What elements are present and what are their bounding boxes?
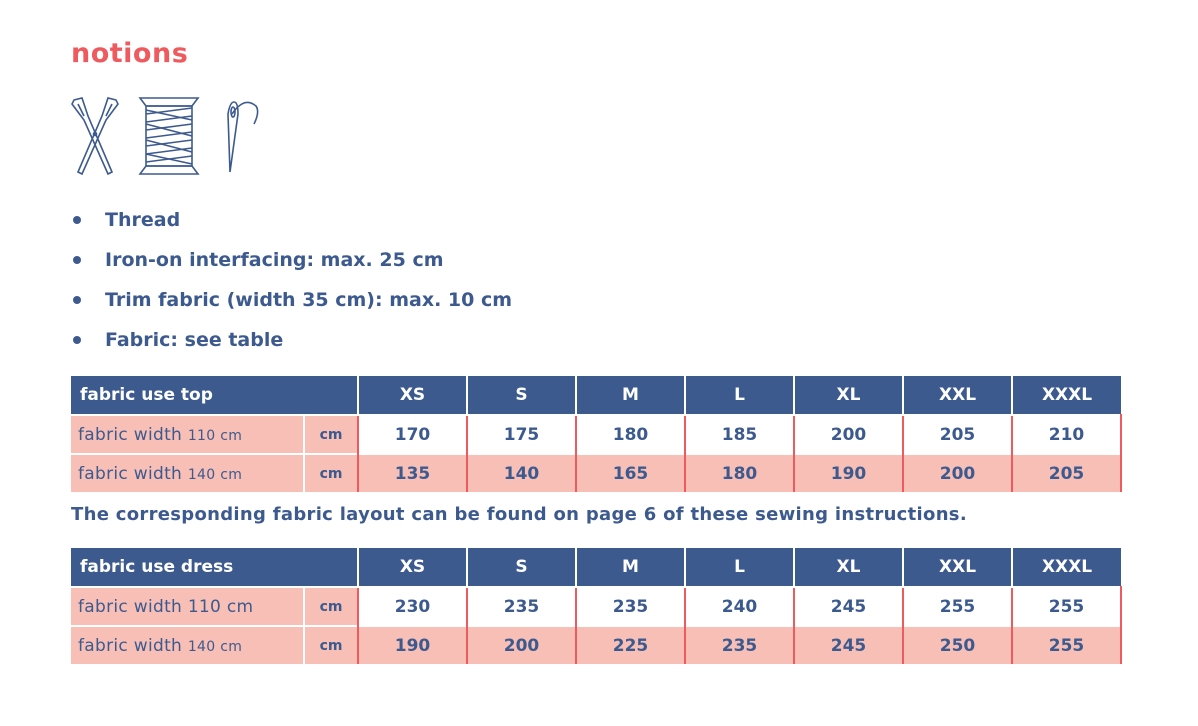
unit-cell: cm xyxy=(304,414,360,454)
size-header: S xyxy=(466,376,577,415)
value-cell: 230 xyxy=(358,586,469,626)
value-cell: 180 xyxy=(576,414,687,454)
table-title: fabric use top xyxy=(71,376,359,415)
value-cell: 255 xyxy=(1012,625,1123,664)
bullet-dot xyxy=(73,256,81,264)
table-header-row: fabric use dress XS S M L XL XXL XXXL xyxy=(71,548,1122,587)
list-item: Thread xyxy=(70,200,512,240)
value-cell: 255 xyxy=(903,586,1014,626)
value-cell: 245 xyxy=(794,586,905,626)
notions-icons xyxy=(71,97,259,176)
value-cell: 170 xyxy=(358,414,469,454)
fabric-use-dress-table: fabric use dress XS S M L XL XXL XXXL fa… xyxy=(71,548,1123,664)
thread-spool-icon xyxy=(138,97,200,175)
section-title: notions xyxy=(71,38,189,69)
size-header: L xyxy=(684,548,795,587)
value-cell: 190 xyxy=(358,625,469,664)
value-cell: 235 xyxy=(685,625,796,664)
size-header: XXXL xyxy=(1011,376,1122,415)
list-item: Trim fabric (width 35 cm): max. 10 cm xyxy=(70,280,512,320)
size-header: S xyxy=(466,548,577,587)
table-row: fabric width 140 cm cm 135 140 165 180 1… xyxy=(71,453,1123,492)
fabric-use-top-table: fabric use top XS S M L XL XXL XXXL fabr… xyxy=(71,376,1123,492)
list-item-text: Fabric: see table xyxy=(105,329,284,351)
size-header: XL xyxy=(793,376,904,415)
unit-cell: cm xyxy=(304,453,360,492)
list-item-text: Thread xyxy=(105,209,181,231)
value-cell: 225 xyxy=(576,625,687,664)
bullet-dot xyxy=(73,336,81,344)
table-row: fabric width 110 cm cm 230 235 235 240 2… xyxy=(71,586,1123,626)
scissors-icon xyxy=(71,97,119,176)
value-cell: 235 xyxy=(576,586,687,626)
bullet-dot xyxy=(73,216,81,224)
value-cell: 180 xyxy=(685,453,796,492)
fabric-layout-note: The corresponding fabric layout can be f… xyxy=(71,504,967,525)
size-header: XXXL xyxy=(1011,548,1122,587)
size-header: L xyxy=(684,376,795,415)
list-item-text: Trim fabric (width 35 cm): max. 10 cm xyxy=(105,289,513,311)
value-cell: 210 xyxy=(1012,414,1123,454)
value-cell: 190 xyxy=(794,453,905,492)
value-cell: 175 xyxy=(467,414,578,454)
value-cell: 135 xyxy=(358,453,469,492)
value-cell: 140 xyxy=(467,453,578,492)
list-item-text: Iron-on interfacing: max. 25 cm xyxy=(105,249,444,271)
size-header: XS xyxy=(357,376,468,415)
size-header: XL xyxy=(793,548,904,587)
row-label: fabric width 110 cm xyxy=(71,414,305,454)
row-label: fabric width 140 cm xyxy=(71,453,305,492)
size-header: XS xyxy=(357,548,468,587)
table-header-row: fabric use top XS S M L XL XXL XXXL xyxy=(71,376,1122,415)
list-item: Iron-on interfacing: max. 25 cm xyxy=(70,240,512,280)
bullet-dot xyxy=(73,296,81,304)
value-cell: 165 xyxy=(576,453,687,492)
value-cell: 200 xyxy=(467,625,578,664)
unit-cell: cm xyxy=(304,625,360,664)
row-label: fabric width 110 cm xyxy=(71,586,305,626)
value-cell: 240 xyxy=(685,586,796,626)
value-cell: 255 xyxy=(1012,586,1123,626)
list-item: Fabric: see table xyxy=(70,320,512,360)
row-label: fabric width 140 cm xyxy=(71,625,305,664)
value-cell: 185 xyxy=(685,414,796,454)
needle-icon xyxy=(227,101,259,173)
table-row: fabric width 110 cm cm 170 175 180 185 2… xyxy=(71,414,1123,454)
value-cell: 200 xyxy=(794,414,905,454)
value-cell: 235 xyxy=(467,586,578,626)
unit-cell: cm xyxy=(304,586,360,626)
value-cell: 200 xyxy=(903,453,1014,492)
size-header: M xyxy=(575,548,686,587)
value-cell: 205 xyxy=(1012,453,1123,492)
notions-list: Thread Iron-on interfacing: max. 25 cm T… xyxy=(70,200,512,360)
table-row: fabric width 140 cm cm 190 200 225 235 2… xyxy=(71,625,1123,664)
value-cell: 250 xyxy=(903,625,1014,664)
value-cell: 245 xyxy=(794,625,905,664)
size-header: M xyxy=(575,376,686,415)
size-header: XXL xyxy=(902,376,1013,415)
size-header: XXL xyxy=(902,548,1013,587)
value-cell: 205 xyxy=(903,414,1014,454)
table-title: fabric use dress xyxy=(71,548,359,587)
